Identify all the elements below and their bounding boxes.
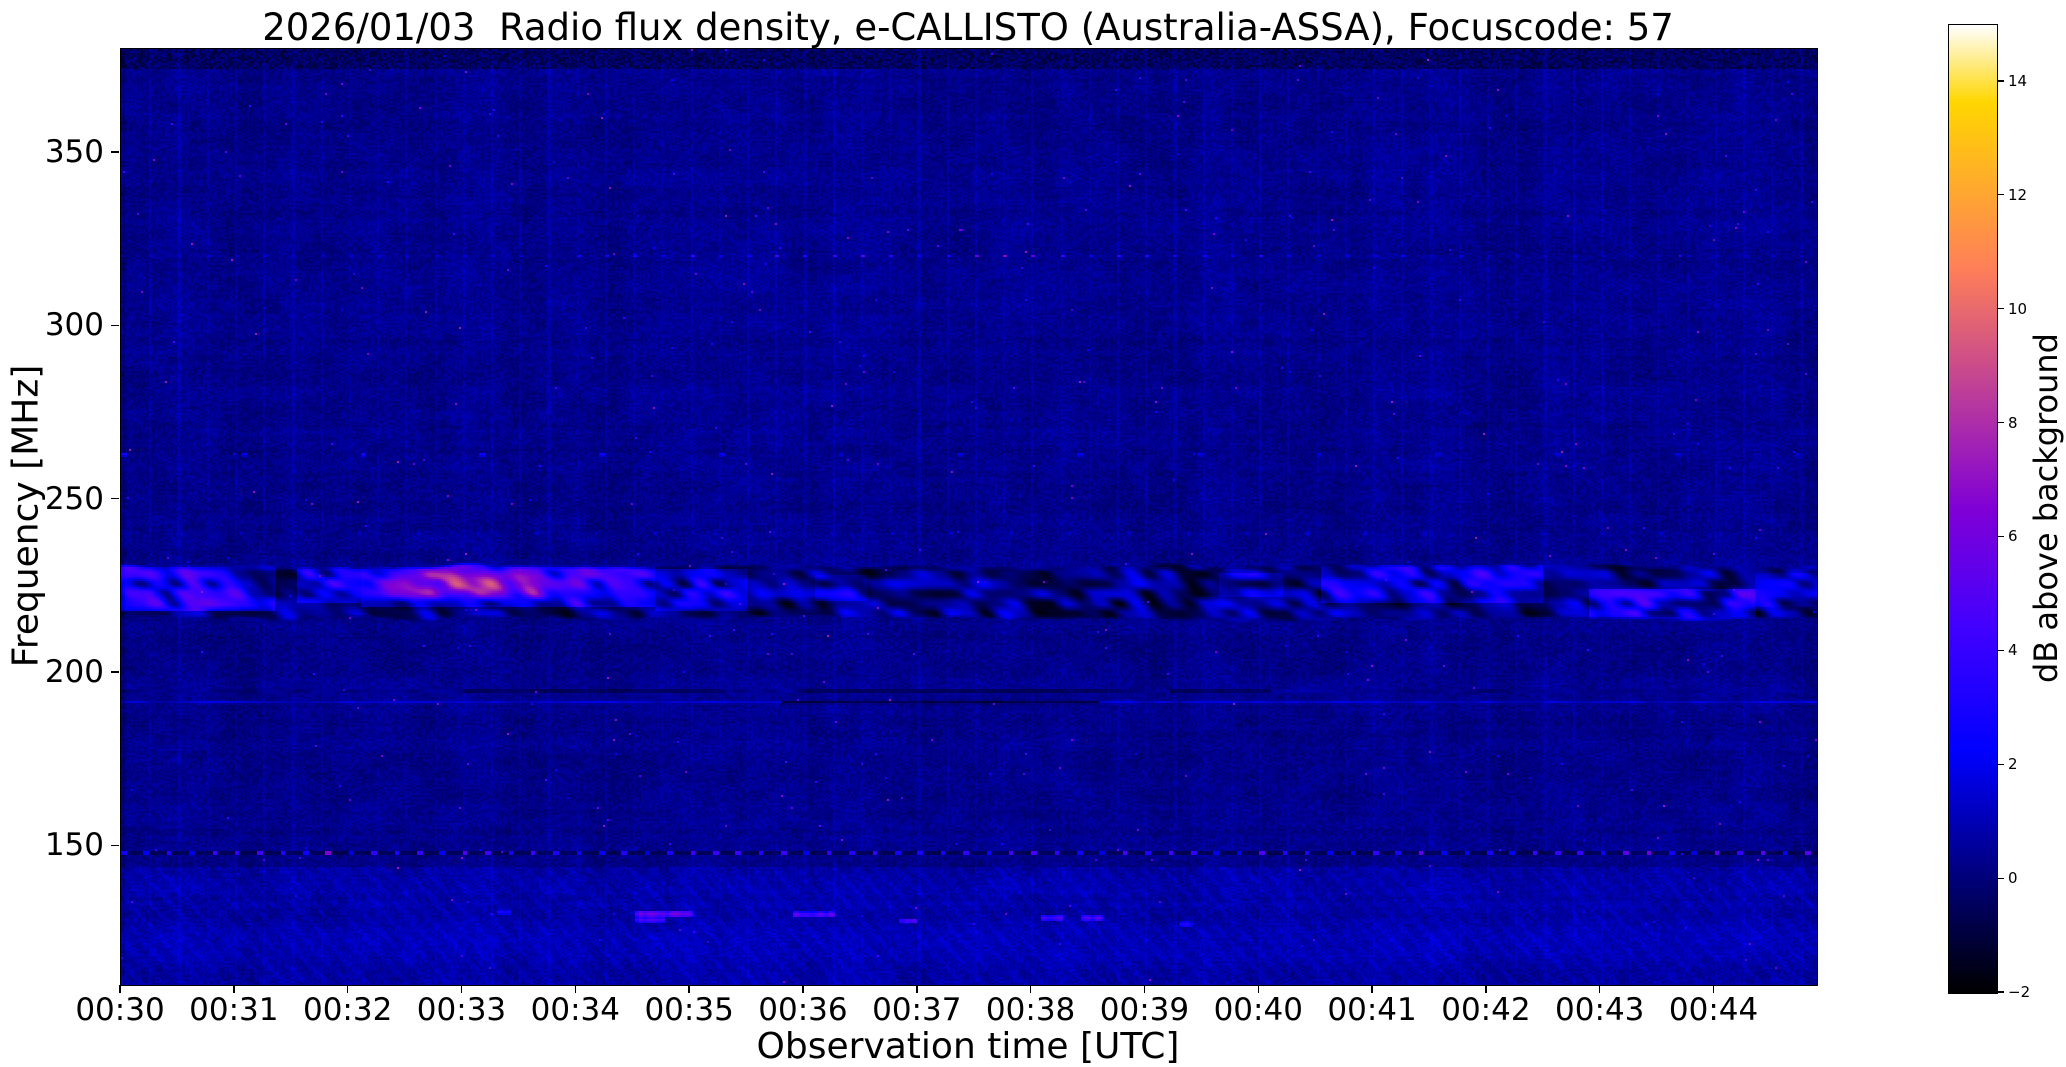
x-tick-mark	[1598, 985, 1601, 993]
colorbar	[1948, 24, 1998, 994]
x-tick-mark	[346, 985, 349, 993]
y-tick-mark	[111, 497, 119, 500]
y-tick-label: 250	[44, 480, 104, 517]
y-axis-label: Frequency [MHz]	[5, 364, 47, 668]
x-tick-label: 00:30	[75, 992, 165, 1028]
colorbar-tick-mark	[1998, 194, 2004, 196]
x-tick-mark	[1712, 985, 1715, 993]
x-tick-label: 00:33	[416, 992, 507, 1028]
colorbar-tick-mark	[1998, 649, 2004, 651]
x-tick-mark	[460, 985, 463, 993]
x-tick-mark	[1029, 985, 1032, 993]
colorbar-tick-label: 14	[2008, 71, 2028, 90]
x-tick-label: 00:34	[530, 992, 620, 1028]
colorbar-tick-mark	[1998, 877, 2004, 879]
colorbar-label: dB above background	[2027, 333, 2065, 683]
y-tick-mark	[111, 324, 119, 327]
colorbar-tick-label: 10	[2008, 299, 2028, 318]
x-tick-mark	[1143, 985, 1146, 993]
colorbar-tick-mark	[1998, 308, 2004, 310]
colorbar-tick-label: 2	[2008, 755, 2018, 774]
y-tick-label: 300	[44, 307, 104, 344]
x-tick-label: 00:37	[872, 992, 962, 1028]
x-tick-label: 00:44	[1668, 992, 1759, 1028]
x-tick-label: 00:40	[1213, 992, 1303, 1028]
colorbar-tick-mark	[1998, 991, 2004, 993]
x-tick-mark	[916, 985, 918, 993]
spectrogram-canvas	[121, 49, 1817, 985]
colorbar-tick-label: 6	[2008, 527, 2018, 546]
x-tick-label: 00:43	[1555, 992, 1645, 1028]
colorbar-tick-mark	[1998, 763, 2004, 765]
plot-area	[120, 48, 1818, 986]
x-tick-mark	[688, 985, 690, 993]
colorbar-tick-label: −2	[2008, 983, 2031, 1001]
colorbar-tick-label: 0	[2008, 869, 2018, 888]
colorbar-tick-label: 4	[2008, 641, 2018, 660]
x-tick-label: 00:39	[1099, 992, 1190, 1028]
colorbar-gradient	[1949, 25, 1997, 993]
x-tick-label: 00:38	[985, 992, 1076, 1028]
x-axis-label: Observation time [UTC]	[756, 1026, 1180, 1067]
x-tick-mark	[802, 985, 804, 993]
x-tick-label: 00:42	[1441, 992, 1531, 1028]
colorbar-tick-mark	[1998, 421, 2004, 424]
x-tick-label: 00:35	[644, 992, 734, 1028]
chart-title: 2026/01/03 Radio flux density, e-CALLIST…	[262, 6, 1674, 49]
y-tick-label: 200	[44, 654, 104, 690]
x-tick-mark	[1371, 985, 1373, 993]
x-tick-label: 00:32	[302, 992, 393, 1028]
colorbar-tick-mark	[1998, 535, 2004, 538]
x-tick-label: 00:41	[1327, 992, 1417, 1028]
colorbar-tick-label: 8	[2008, 413, 2018, 432]
y-tick-mark	[111, 844, 119, 847]
y-tick-mark	[111, 151, 119, 153]
x-tick-mark	[1485, 985, 1487, 993]
y-tick-label: 350	[44, 134, 104, 170]
x-tick-label: 00:36	[758, 992, 848, 1028]
x-tick-mark	[233, 985, 235, 993]
colorbar-tick-label: 12	[2008, 185, 2028, 204]
y-tick-label: 150	[44, 827, 104, 864]
x-tick-mark	[1257, 985, 1259, 993]
x-tick-mark	[119, 985, 121, 993]
y-tick-mark	[111, 671, 119, 673]
x-tick-mark	[574, 985, 577, 993]
colorbar-tick-mark	[1998, 80, 2004, 82]
x-tick-label: 00:31	[189, 992, 279, 1028]
